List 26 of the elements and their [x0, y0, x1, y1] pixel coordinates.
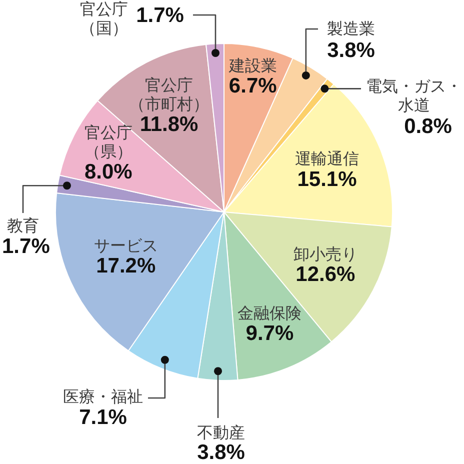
slice-label: 卸小売り — [293, 244, 358, 264]
slice-label: サービス — [94, 236, 158, 255]
slice-label: 官公庁（市町村） — [129, 75, 210, 114]
slice-label: 製造業 — [327, 19, 375, 38]
slice-label: 不動産 — [197, 423, 245, 442]
slice-label: 建設業 — [228, 56, 277, 76]
slice-label: 官公庁（県） — [84, 122, 132, 161]
data-label: 11.8% — [140, 113, 199, 136]
slice-label: 教育 — [7, 216, 39, 236]
data-label: 15.1% — [297, 168, 358, 191]
slice-label: 運輸通信 — [295, 149, 360, 168]
slice-label: 金融保険 — [238, 304, 302, 323]
data-label: 8.0% — [84, 160, 133, 184]
data-label: 3.8% — [327, 38, 376, 62]
data-label: 0.8% — [404, 114, 452, 138]
data-label: 12.6% — [296, 263, 356, 286]
data-label: 6.7% — [228, 74, 278, 98]
data-label: 3.8% — [197, 440, 246, 464]
data-label: 9.7% — [246, 322, 294, 346]
slice-label: 医療・福祉 — [63, 387, 143, 406]
data-label: 1.7% — [2, 234, 50, 258]
slice-label: 官公庁（国） — [80, 0, 128, 38]
data-label: 7.1% — [79, 406, 128, 429]
slice-label: 電気・ガス・水道 — [366, 76, 462, 115]
data-label: 17.2% — [96, 254, 156, 278]
data-label: 1.7% — [136, 4, 184, 27]
